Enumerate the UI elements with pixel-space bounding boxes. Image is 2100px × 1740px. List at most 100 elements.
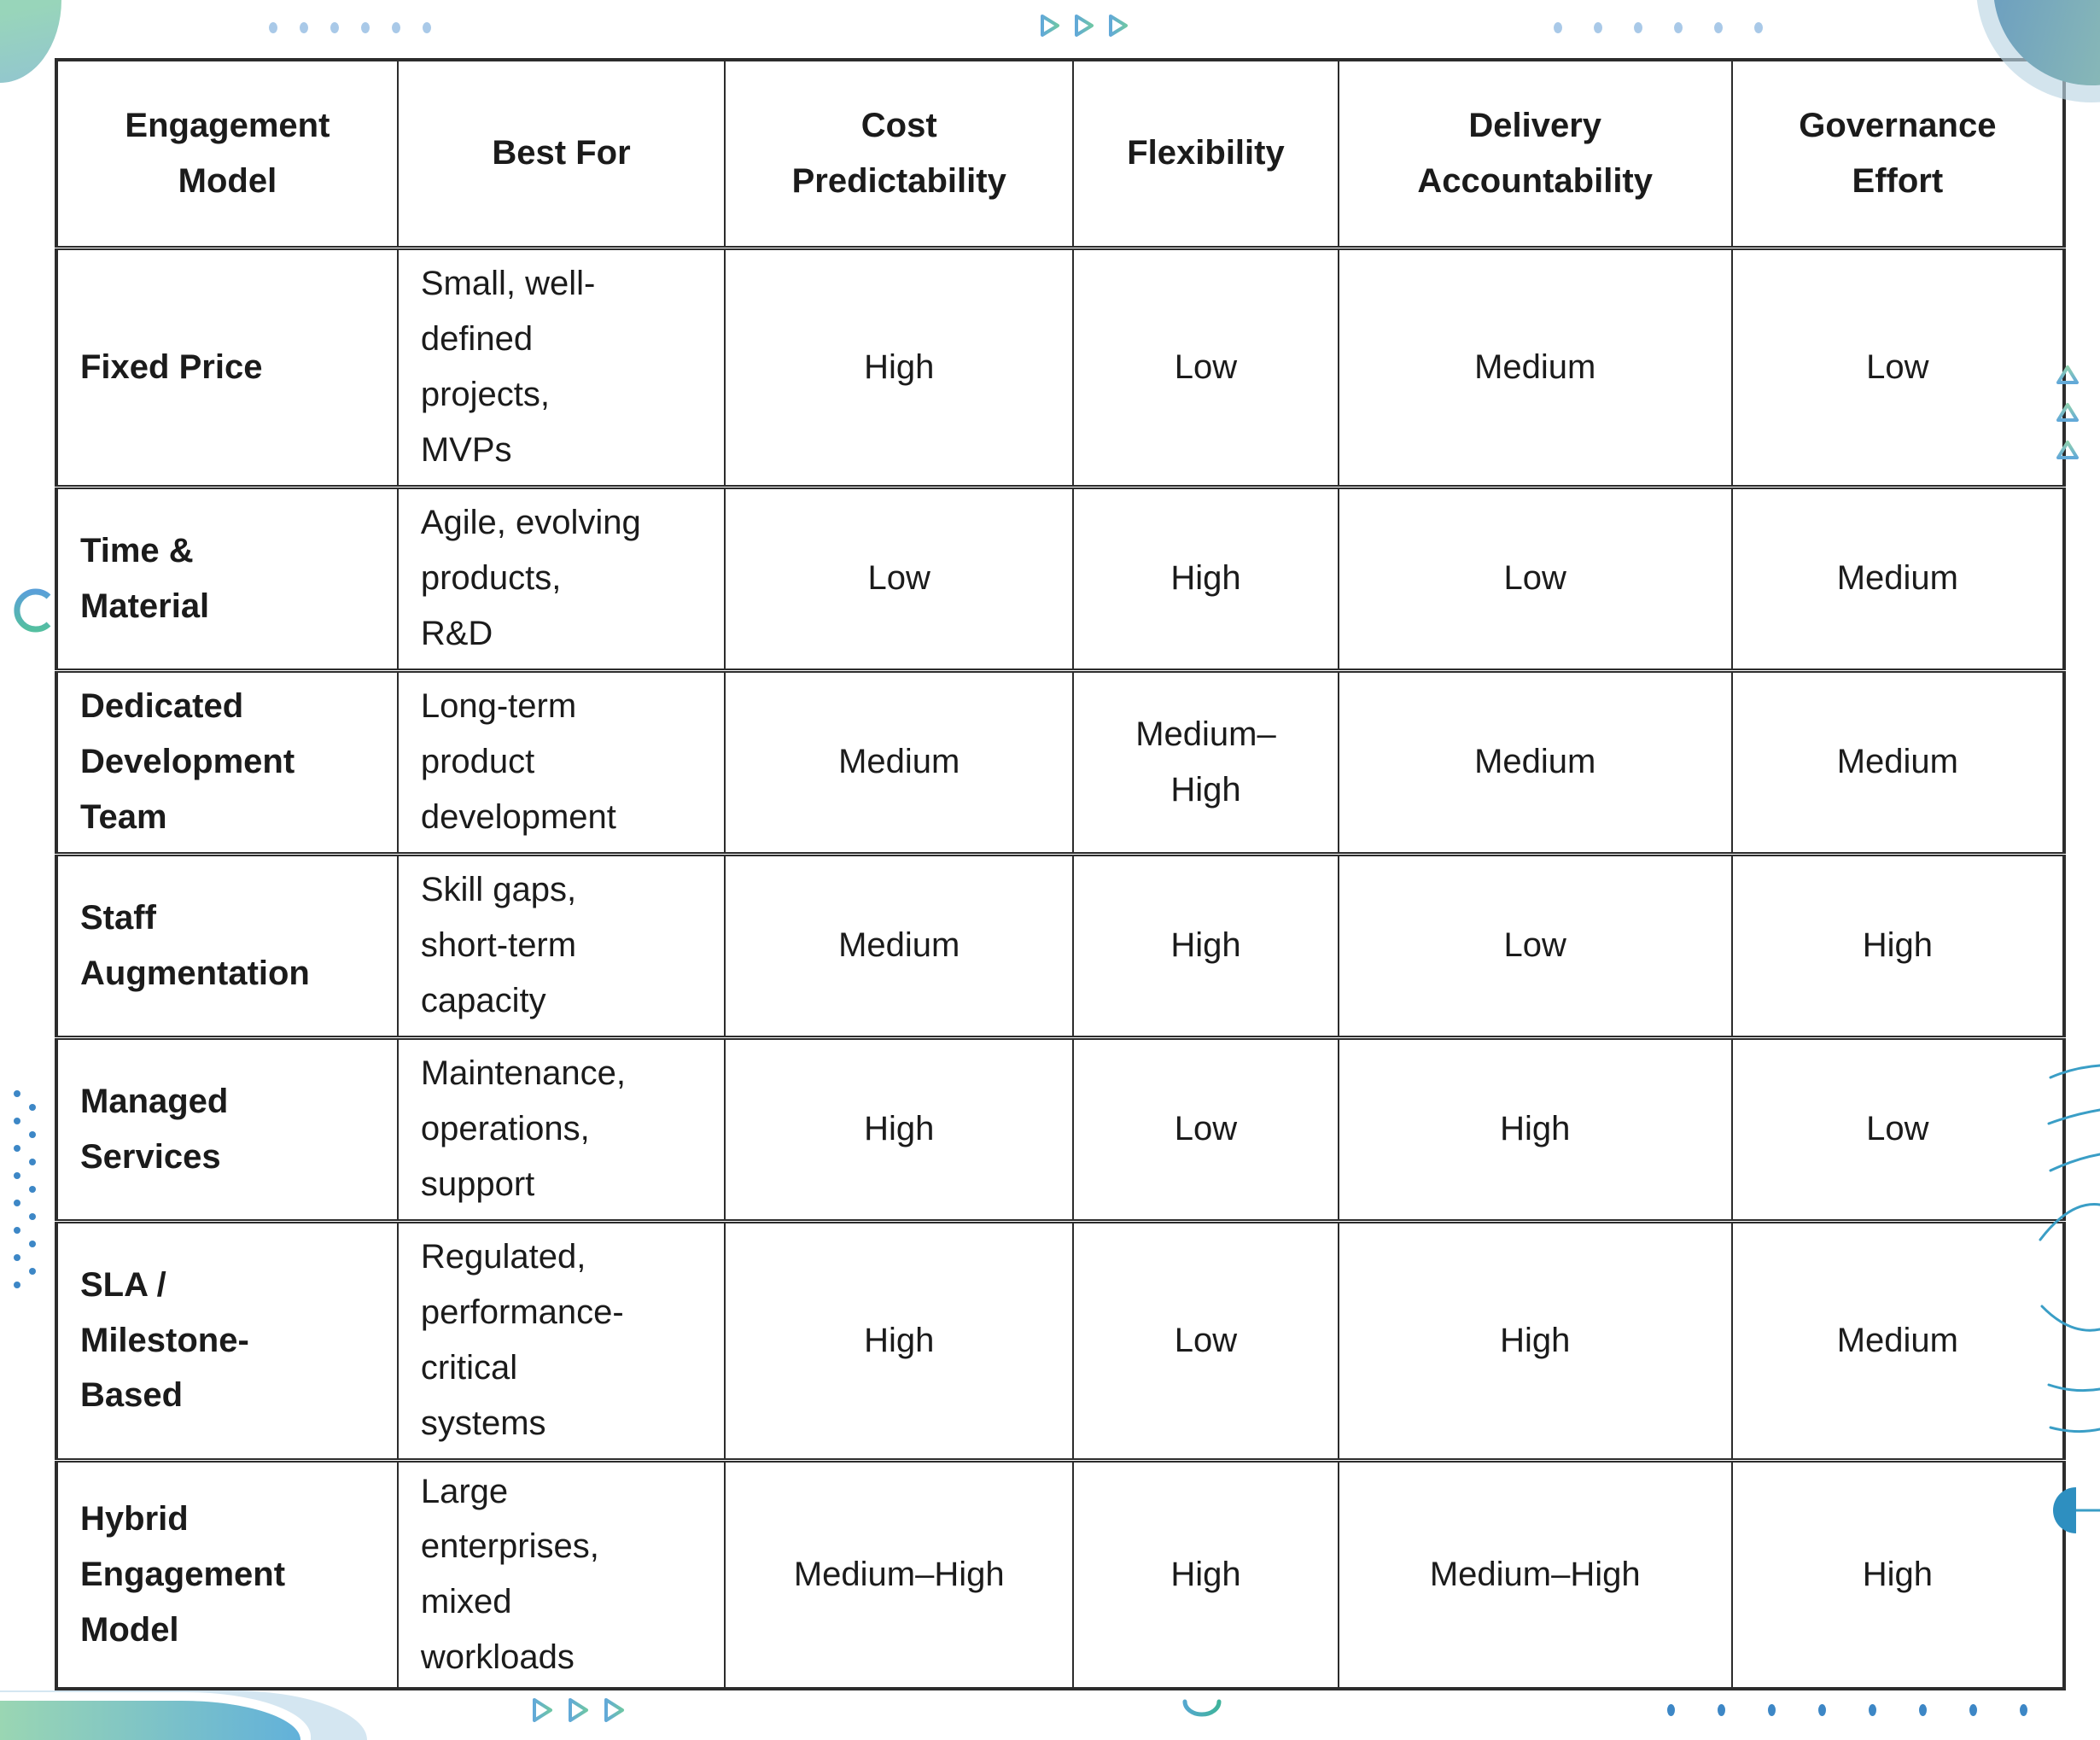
row-delivery-accountability: Low <box>1337 854 1733 1037</box>
top-left-blob <box>0 0 61 83</box>
row-cost-predictability: High <box>724 1037 1075 1221</box>
row-cost-predictability: High <box>724 248 1075 487</box>
dot <box>29 1186 36 1193</box>
table-row: Time & Material Agile, evolving products,… <box>55 487 2066 670</box>
table-row: Staff Augmentation Skill gaps, short-term… <box>55 854 2066 1037</box>
dot <box>29 1241 36 1247</box>
dot <box>1768 1704 1776 1716</box>
row-cost-predictability: Low <box>724 487 1075 670</box>
row-best-for: Regulated, performance- critical systems <box>396 1221 726 1460</box>
column-header-best-for: Best For <box>396 60 726 248</box>
column-header-governance-effort: Governance Effort <box>1730 60 2066 248</box>
bottom-left-blob <box>0 1701 300 1740</box>
dot <box>29 1213 36 1220</box>
comparison-table: Engagement Model Best For Cost Predictab… <box>55 58 2066 1690</box>
row-model: Managed Services <box>55 1037 399 1221</box>
dot <box>1634 22 1642 33</box>
play-triangle-icon <box>604 1698 624 1722</box>
play-triangle-icon <box>1041 15 1059 37</box>
dot <box>29 1268 36 1275</box>
row-governance-effort: Medium <box>1730 1221 2066 1460</box>
dot <box>14 1145 20 1152</box>
row-model: Time & Material <box>55 487 399 670</box>
row-cost-predictability: Medium <box>724 854 1075 1037</box>
row-model: Staff Augmentation <box>55 854 399 1037</box>
dot <box>1667 1704 1675 1716</box>
row-governance-effort: High <box>1730 854 2066 1037</box>
dot <box>14 1172 20 1179</box>
table-row: Dedicated Development Team Long-term prod… <box>55 670 2066 854</box>
play-triangle-icon <box>569 1698 588 1722</box>
dot <box>300 22 308 33</box>
row-model: SLA / Milestone- Based <box>55 1221 399 1460</box>
dot <box>361 22 370 33</box>
dot <box>269 22 277 33</box>
row-model: Hybrid Engagement Model <box>55 1460 399 1689</box>
dots-left-column-icon <box>29 1104 36 1275</box>
row-best-for: Skill gaps, short-term capacity <box>396 854 726 1037</box>
table-row: Hybrid Engagement Model Large enterprises… <box>55 1460 2066 1689</box>
header-row: Engagement Model Best For Cost Predictab… <box>55 60 2066 248</box>
dot <box>1674 22 1683 33</box>
dot <box>14 1118 20 1124</box>
dots-top-right-icon <box>1554 22 1763 33</box>
dot <box>1818 1704 1826 1716</box>
row-best-for: Agile, evolving products, R&D <box>396 487 726 670</box>
bottom-left-blob-halo <box>0 1690 367 1740</box>
dot <box>1869 1704 1876 1716</box>
dot <box>392 22 400 33</box>
triangles-bottom-left <box>529 1696 627 1725</box>
dot <box>423 22 431 33</box>
row-model: Dedicated Development Team <box>55 670 399 854</box>
row-best-for: Maintenance, operations, support <box>396 1037 726 1221</box>
row-cost-predictability: Medium–High <box>724 1460 1075 1689</box>
table-row: Managed Services Maintenance, operations,… <box>55 1037 2066 1221</box>
dot <box>1594 22 1602 33</box>
dot <box>1969 1704 1977 1716</box>
dots-left-column-icon <box>14 1090 20 1288</box>
dot <box>29 1159 36 1165</box>
play-triangle-icon <box>1109 15 1128 37</box>
table-row: SLA / Milestone- Based Regulated, perform… <box>55 1221 2066 1460</box>
row-model: Fixed Price <box>55 248 399 487</box>
column-header-engagement-model: Engagement Model <box>55 60 399 248</box>
row-delivery-accountability: High <box>1337 1037 1733 1221</box>
row-flexibility: High <box>1072 1460 1339 1689</box>
row-flexibility: High <box>1072 487 1339 670</box>
table-row: Fixed Price Small, well- defined projects… <box>55 248 2066 487</box>
row-best-for: Long-term product development <box>396 670 726 854</box>
row-best-for: Small, well- defined projects, MVPs <box>396 248 726 487</box>
row-best-for: Large enterprises, mixed workloads <box>396 1460 726 1689</box>
row-governance-effort: Low <box>1730 248 2066 487</box>
row-flexibility: Low <box>1072 1221 1339 1460</box>
row-delivery-accountability: High <box>1337 1221 1733 1460</box>
row-flexibility: High <box>1072 854 1339 1037</box>
dot <box>1714 22 1723 33</box>
row-cost-predictability: High <box>724 1221 1075 1460</box>
row-delivery-accountability: Medium <box>1337 670 1733 854</box>
row-cost-predictability: Medium <box>724 670 1075 854</box>
dot <box>330 22 339 33</box>
row-delivery-accountability: Low <box>1337 487 1733 670</box>
row-delivery-accountability: Medium–High <box>1337 1460 1733 1689</box>
dot <box>1754 22 1763 33</box>
comparison-table-wrap: Engagement Model Best For Cost Predictab… <box>55 58 2066 1690</box>
c-arc-icon <box>14 588 51 633</box>
column-header-cost-predictability: Cost Predictability <box>724 60 1075 248</box>
dot <box>14 1254 20 1261</box>
dot <box>2020 1704 2027 1716</box>
triangles-top-center <box>1038 12 1130 39</box>
column-header-delivery-accountability: Delivery Accountability <box>1337 60 1733 248</box>
dot <box>1919 1704 1927 1716</box>
row-governance-effort: High <box>1730 1460 2066 1689</box>
row-flexibility: Medium– High <box>1072 670 1339 854</box>
play-triangle-icon <box>1075 15 1094 37</box>
dot <box>14 1282 20 1288</box>
column-header-flexibility: Flexibility <box>1072 60 1339 248</box>
table-body: Fixed Price Small, well- defined projects… <box>55 248 2066 1689</box>
row-delivery-accountability: Medium <box>1337 248 1733 487</box>
dot <box>1554 22 1562 33</box>
dot <box>29 1104 36 1111</box>
row-governance-effort: Low <box>1730 1037 2066 1221</box>
